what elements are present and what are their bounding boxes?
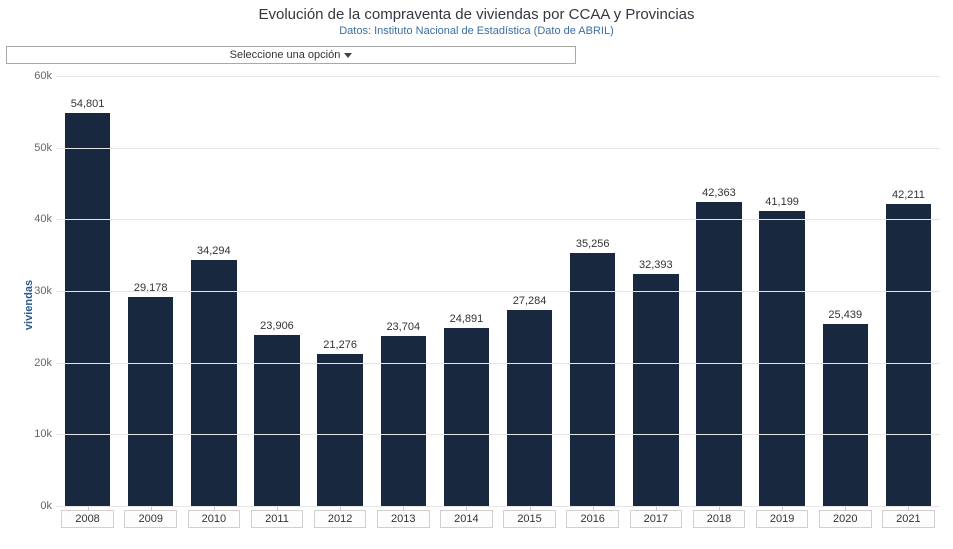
x-tick-label: 2011 [251,510,303,528]
x-tick: 2021 [877,506,940,534]
region-selector[interactable]: Seleccione una opción [6,46,576,64]
x-tick-label: 2016 [566,510,618,528]
x-tick: 2020 [814,506,877,534]
x-tick-label: 2008 [61,510,113,528]
x-tick: 2015 [498,506,561,534]
x-tick: 2018 [687,506,750,534]
bar-value-label: 42,363 [702,187,736,199]
bar-value-label: 54,801 [71,98,105,110]
bar[interactable] [381,336,426,506]
bar[interactable] [886,204,931,507]
x-tick-label: 2021 [882,510,934,528]
bar[interactable] [823,324,868,506]
y-tick-label: 60k [22,70,52,82]
bar[interactable] [633,274,678,506]
y-tick-label: 20k [22,357,52,369]
y-tick-label: 0k [22,500,52,512]
bar-value-label: 23,906 [260,320,294,332]
bar[interactable] [128,297,173,506]
bar-value-label: 29,178 [134,282,168,294]
y-tick-label: 40k [22,213,52,225]
x-tick-label: 2009 [124,510,176,528]
bar[interactable] [444,328,489,506]
gridline [56,148,940,149]
y-tick-label: 50k [22,142,52,154]
bar-value-label: 21,276 [323,339,357,351]
x-tick-label: 2014 [440,510,492,528]
x-tick: 2011 [245,506,308,534]
bar[interactable] [759,211,804,506]
x-tick: 2017 [624,506,687,534]
bar-value-label: 23,704 [386,321,420,333]
y-tick-label: 10k [22,428,52,440]
x-tick-label: 2019 [756,510,808,528]
bar-value-label: 27,284 [513,295,547,307]
x-tick: 2014 [435,506,498,534]
gridline [56,219,940,220]
x-tick: 2019 [751,506,814,534]
plot-area: 54,801 29,178 34,294 23,906 21,276 23,704 24,8… [56,76,940,506]
gridline [56,76,940,77]
gridline [56,434,940,435]
chart-subtitle: Datos: Instituto Nacional de Estadística… [0,25,953,37]
x-tick: 2016 [561,506,624,534]
x-tick-label: 2015 [503,510,555,528]
bar[interactable] [696,202,741,506]
gridline [56,291,940,292]
x-tick-label: 2018 [693,510,745,528]
x-tick: 2012 [309,506,372,534]
bar-value-label: 41,199 [765,196,799,208]
x-tick-label: 2017 [630,510,682,528]
chart-header: Evolución de la compraventa de viviendas… [0,0,953,37]
x-tick: 2009 [119,506,182,534]
selector-row: Seleccione una opción [6,45,953,64]
bar-value-label: 34,294 [197,245,231,257]
bar[interactable] [65,113,110,506]
bar[interactable] [191,260,236,506]
chevron-down-icon [344,53,352,58]
x-tick-label: 2010 [188,510,240,528]
bar-value-label: 42,211 [892,189,925,201]
gridline [56,363,940,364]
x-tick: 2010 [182,506,245,534]
x-tick-label: 2012 [314,510,366,528]
x-tick-label: 2020 [819,510,871,528]
bar-value-label: 24,891 [450,313,484,325]
x-axis: 2008 2009 2010 2011 2012 2013 2014 2015 2016 2017… [56,506,940,534]
y-tick-label: 30k [22,285,52,297]
chart-title: Evolución de la compraventa de viviendas… [0,6,953,23]
bar-value-label: 32,393 [639,259,673,271]
chart-area: viviendas 54,80129,17834,29423,90621,276… [0,66,953,544]
bar[interactable] [254,335,299,506]
selector-label: Seleccione una opción [230,49,341,61]
bar[interactable] [317,354,362,506]
bar-value-label: 25,439 [828,309,862,321]
bar[interactable] [507,310,552,506]
x-tick: 2008 [56,506,119,534]
x-tick-label: 2013 [377,510,429,528]
x-tick: 2013 [372,506,435,534]
bar-value-label: 35,256 [576,238,610,250]
